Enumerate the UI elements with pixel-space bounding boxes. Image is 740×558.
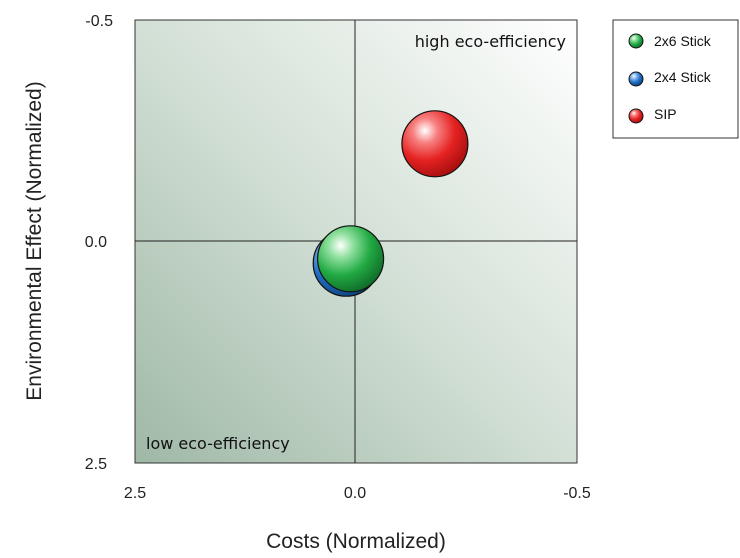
data-points — [312, 110, 469, 297]
bubble-sip — [401, 110, 469, 178]
x-axis-label: Costs (Normalized) — [266, 530, 446, 553]
legend-label-2x6-stick: 2x6 Stick — [654, 33, 712, 49]
legend-label-2x4-stick: 2x4 Stick — [654, 69, 712, 85]
annotation-low-eco-efficiency: low eco-efficiency — [146, 434, 290, 453]
legend-marker-2x6-stick — [628, 33, 644, 49]
annotation-high-eco-efficiency: high eco-efficiency — [415, 32, 566, 51]
y-tick-label: 0.0 — [85, 234, 107, 251]
y-tick-label: 2.5 — [85, 456, 107, 473]
bubble-2x6-stick — [317, 225, 385, 293]
legend-marker-sip — [628, 108, 644, 124]
legend-marker-2x4-stick — [628, 71, 644, 87]
y-axis-label: Environmental Effect (Normalized) — [23, 81, 46, 400]
legend-label-sip: SIP — [654, 106, 677, 122]
legend: 2x6 Stick 2x4 Stick SIP — [612, 19, 739, 139]
x-tick-label: 0.0 — [344, 485, 366, 502]
y-tick-label: -0.5 — [85, 13, 113, 30]
x-tick-label: -0.5 — [563, 485, 591, 502]
x-tick-label: 2.5 — [124, 485, 146, 502]
